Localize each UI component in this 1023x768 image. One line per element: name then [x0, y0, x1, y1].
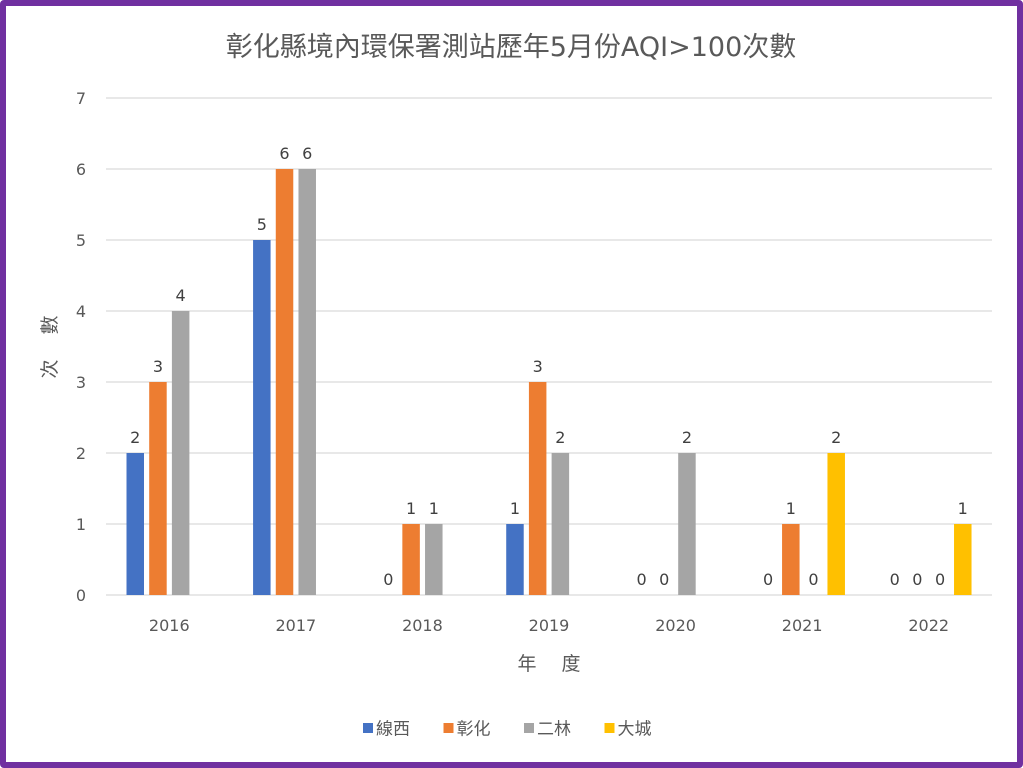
data-label: 6 — [279, 144, 289, 163]
data-label: 0 — [763, 570, 773, 589]
y-axis-ticks: 0 1 2 3 4 5 6 7 — [76, 89, 86, 605]
chart-title: 彰化縣境內環保署測站歷年5月份AQI>100次數 — [226, 32, 797, 63]
legend: 線西 彰化 二林 大城 — [363, 720, 652, 740]
legend-item-彰化: 彰化 — [443, 720, 491, 740]
legend-swatch-icon — [524, 723, 534, 733]
bar-彰化-2016 — [149, 382, 167, 595]
data-label: 1 — [958, 499, 968, 518]
x-tick-label: 2020 — [655, 616, 696, 635]
legend-swatch-icon — [443, 723, 454, 733]
bar-大城-2021 — [827, 453, 845, 595]
legend-item-二林: 二林 — [524, 720, 571, 740]
data-label: 1 — [786, 499, 796, 518]
legend-swatch-icon — [363, 723, 373, 733]
x-axis-ticks: 2016 2017 2018 2019 2020 2021 2022 — [149, 616, 949, 635]
data-label: 2 — [831, 428, 841, 447]
gridlines — [106, 97, 992, 596]
data-label: 2 — [555, 428, 565, 447]
data-label: 0 — [935, 570, 945, 589]
bar-線西-2017 — [253, 240, 271, 595]
data-label: 0 — [383, 570, 393, 589]
legend-item-大城: 大城 — [604, 720, 652, 740]
y-tick-label: 2 — [76, 444, 86, 463]
bar-大城-2022 — [954, 524, 972, 595]
legend-label: 彰化 — [457, 720, 491, 740]
data-label: 3 — [533, 357, 543, 376]
y-axis-title: 次 數 — [39, 315, 61, 378]
bar-彰化-2018 — [402, 524, 420, 595]
bar-二林-2017 — [298, 169, 316, 595]
data-label: 0 — [890, 570, 900, 589]
x-tick-label: 2021 — [782, 616, 823, 635]
data-label: 0 — [659, 570, 669, 589]
x-tick-label: 2016 — [149, 616, 190, 635]
y-tick-label: 7 — [76, 89, 86, 108]
bar-彰化-2017 — [275, 169, 294, 595]
x-axis-title: 年 度 — [517, 653, 580, 675]
y-tick-label: 4 — [76, 302, 86, 321]
data-label: 2 — [682, 428, 692, 447]
bar-二林-2016 — [171, 311, 190, 595]
legend-swatch-icon — [604, 723, 615, 733]
legend-item-線西: 線西 — [363, 720, 410, 740]
bar-線西-2019 — [506, 524, 524, 595]
data-label: 0 — [808, 570, 818, 589]
data-label: 6 — [302, 144, 312, 163]
legend-label: 線西 — [376, 720, 410, 740]
data-label: 1 — [406, 499, 416, 518]
data-label: 5 — [257, 215, 267, 234]
y-tick-label: 6 — [76, 160, 86, 179]
legend-label: 二林 — [537, 720, 571, 740]
bar-彰化-2021 — [782, 524, 800, 595]
x-tick-label: 2019 — [529, 616, 570, 635]
data-label: 1 — [510, 499, 520, 518]
x-tick-label: 2022 — [908, 616, 949, 635]
x-tick-label: 2018 — [402, 616, 443, 635]
y-tick-label: 1 — [76, 515, 86, 534]
data-label: 3 — [153, 357, 163, 376]
bar-二林-2020 — [678, 453, 696, 595]
bar-線西-2016 — [126, 453, 144, 595]
data-label: 1 — [429, 499, 439, 518]
bar-二林-2019 — [551, 453, 570, 595]
data-label: 4 — [176, 286, 186, 305]
y-tick-label: 3 — [76, 373, 86, 392]
data-label: 0 — [912, 570, 922, 589]
y-tick-label: 0 — [76, 586, 86, 605]
data-label: 2 — [130, 428, 140, 447]
bars — [126, 169, 972, 595]
legend-label: 大城 — [618, 720, 652, 740]
y-tick-label: 5 — [76, 231, 86, 250]
data-label: 0 — [636, 570, 646, 589]
x-tick-label: 2017 — [275, 616, 316, 635]
bar-二林-2018 — [425, 524, 443, 595]
bar-彰化-2019 — [528, 382, 547, 595]
